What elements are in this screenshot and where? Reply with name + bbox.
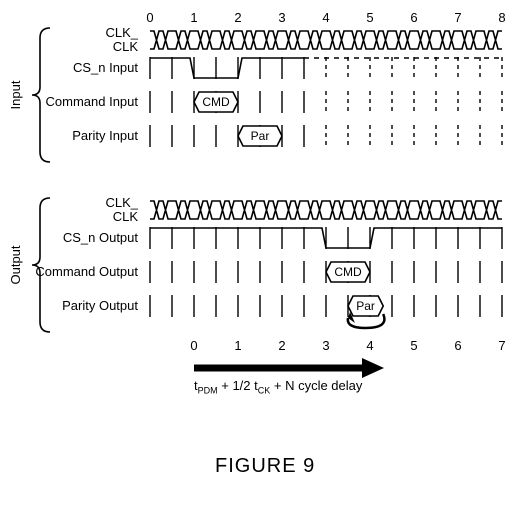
svg-text:1: 1	[190, 10, 197, 25]
svg-text:2: 2	[234, 10, 241, 25]
svg-text:CS_n Input: CS_n Input	[73, 60, 138, 75]
svg-text:6: 6	[454, 338, 461, 353]
timing-diagram: CLK_CLK012345678CS_n InputCommand InputC…	[0, 0, 530, 400]
svg-text:CLK_: CLK_	[105, 25, 138, 40]
svg-text:Command Input: Command Input	[46, 94, 139, 109]
svg-text:7: 7	[498, 338, 505, 353]
svg-text:CMD: CMD	[334, 265, 362, 279]
svg-text:8: 8	[498, 10, 505, 25]
svg-text:CMD: CMD	[202, 95, 230, 109]
svg-text:Parity Input: Parity Input	[72, 128, 138, 143]
svg-text:2: 2	[278, 338, 285, 353]
svg-text:3: 3	[278, 10, 285, 25]
svg-text:4: 4	[322, 10, 329, 25]
svg-text:5: 5	[410, 338, 417, 353]
svg-text:CS_n Output: CS_n Output	[63, 230, 139, 245]
svg-text:Input: Input	[8, 80, 23, 109]
svg-text:Command Output: Command Output	[35, 264, 138, 279]
svg-text:Par: Par	[356, 299, 375, 313]
svg-text:Par: Par	[251, 129, 270, 143]
svg-text:CLK_: CLK_	[105, 195, 138, 210]
svg-text:7: 7	[454, 10, 461, 25]
svg-text:1: 1	[234, 338, 241, 353]
svg-text:5: 5	[366, 10, 373, 25]
svg-text:Output: Output	[8, 245, 23, 284]
svg-text:Parity Output: Parity Output	[62, 298, 138, 313]
svg-text:0: 0	[146, 10, 153, 25]
svg-text:3: 3	[322, 338, 329, 353]
svg-text:0: 0	[190, 338, 197, 353]
delay-formula: tPDM + 1/2 tCK + N cycle delay	[194, 378, 362, 396]
svg-text:CLK: CLK	[113, 39, 139, 54]
figure-title: FIGURE 9	[215, 455, 315, 478]
svg-text:4: 4	[366, 338, 373, 353]
svg-text:CLK: CLK	[113, 209, 139, 224]
svg-text:6: 6	[410, 10, 417, 25]
